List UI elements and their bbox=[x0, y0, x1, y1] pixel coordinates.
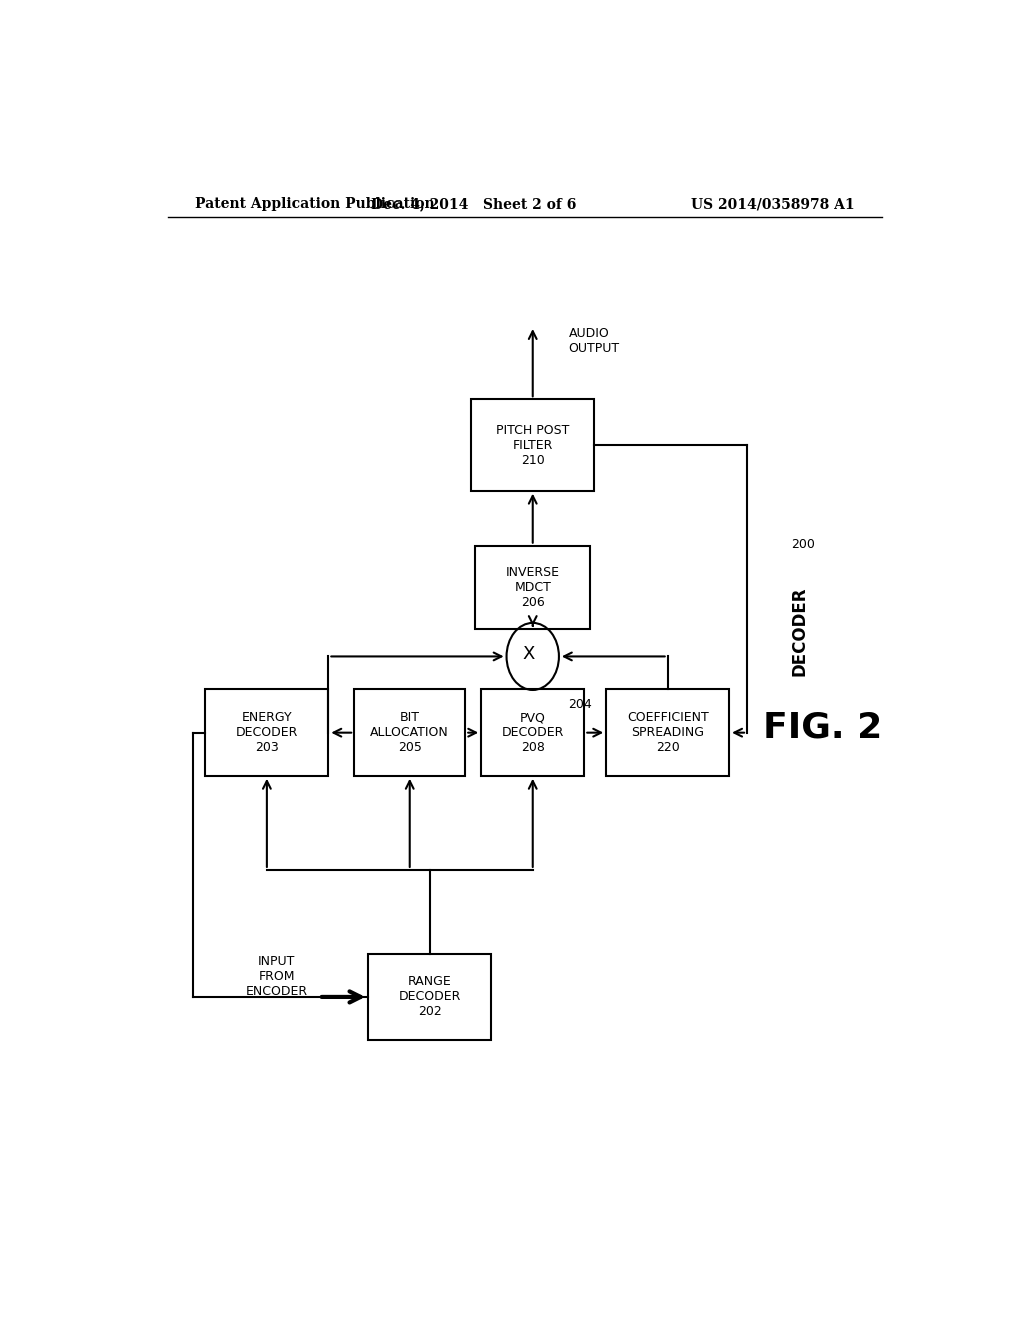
Text: INVERSE
MDCT
206: INVERSE MDCT 206 bbox=[506, 566, 560, 609]
Bar bbox=[471, 399, 594, 491]
Text: Dec. 4, 2014   Sheet 2 of 6: Dec. 4, 2014 Sheet 2 of 6 bbox=[371, 197, 575, 211]
Text: AUDIO
OUTPUT: AUDIO OUTPUT bbox=[568, 327, 620, 355]
Text: PVQ
DECODER
208: PVQ DECODER 208 bbox=[502, 711, 564, 754]
Bar bbox=[481, 689, 585, 776]
Bar bbox=[368, 954, 492, 1040]
Bar bbox=[475, 545, 590, 630]
Text: PITCH POST
FILTER
210: PITCH POST FILTER 210 bbox=[496, 424, 569, 466]
Text: DECODER: DECODER bbox=[791, 586, 809, 676]
Text: US 2014/0358978 A1: US 2014/0358978 A1 bbox=[690, 197, 854, 211]
Text: FIG. 2: FIG. 2 bbox=[763, 710, 882, 744]
Text: 200: 200 bbox=[791, 539, 814, 552]
Bar bbox=[206, 689, 329, 776]
Bar bbox=[354, 689, 465, 776]
Text: 204: 204 bbox=[568, 698, 592, 711]
Bar bbox=[606, 689, 729, 776]
Text: COEFFICIENT
SPREADING
220: COEFFICIENT SPREADING 220 bbox=[627, 711, 709, 754]
Text: X: X bbox=[522, 645, 535, 664]
Text: INPUT
FROM
ENCODER: INPUT FROM ENCODER bbox=[246, 956, 308, 998]
Text: ENERGY
DECODER
203: ENERGY DECODER 203 bbox=[236, 711, 298, 754]
Text: Patent Application Publication: Patent Application Publication bbox=[196, 197, 435, 211]
Text: BIT
ALLOCATION
205: BIT ALLOCATION 205 bbox=[371, 711, 450, 754]
Text: RANGE
DECODER
202: RANGE DECODER 202 bbox=[398, 975, 461, 1019]
